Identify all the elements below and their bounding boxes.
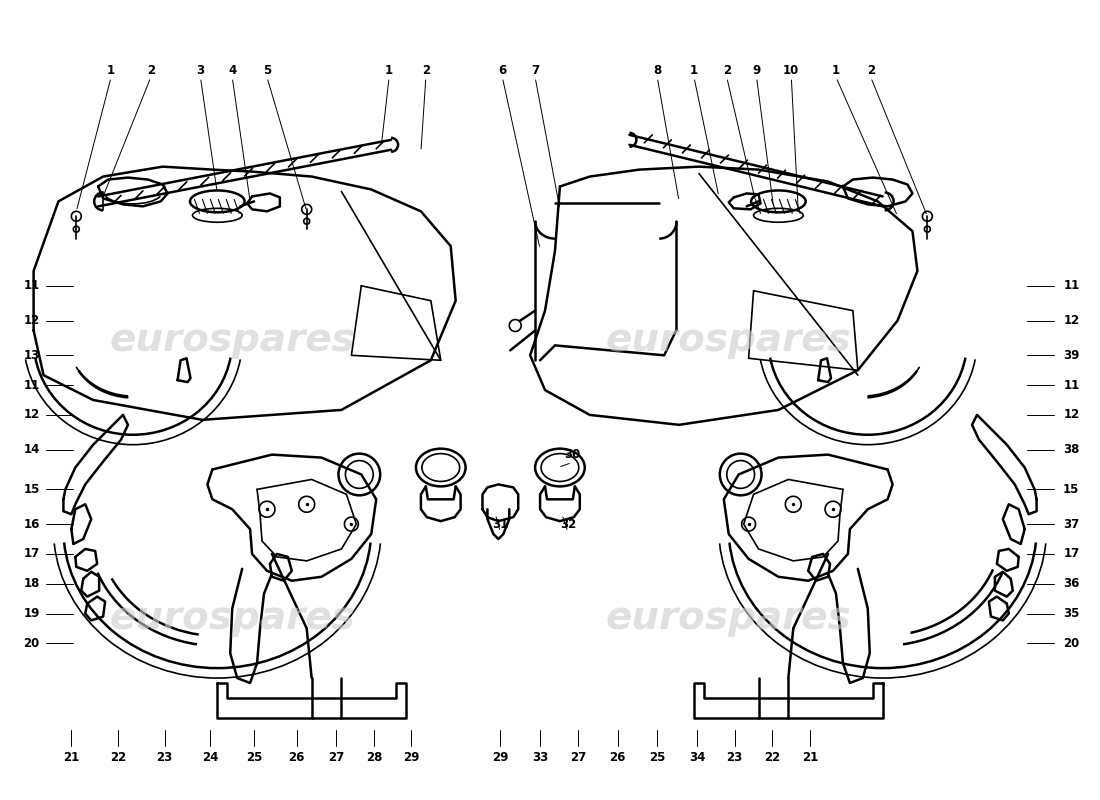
Text: 11: 11 <box>23 279 40 292</box>
Text: 11: 11 <box>1064 279 1079 292</box>
Text: 6: 6 <box>498 64 506 77</box>
Text: 2: 2 <box>421 64 430 77</box>
Text: eurospares: eurospares <box>606 322 851 359</box>
Text: 25: 25 <box>246 751 262 764</box>
Text: 15: 15 <box>1064 483 1079 496</box>
Text: 10: 10 <box>783 64 800 77</box>
Text: 11: 11 <box>23 378 40 392</box>
Text: 3: 3 <box>197 64 205 77</box>
Text: 29: 29 <box>403 751 419 764</box>
Text: 5: 5 <box>263 64 271 77</box>
Text: 15: 15 <box>23 483 40 496</box>
Text: 17: 17 <box>1064 547 1079 561</box>
Text: eurospares: eurospares <box>606 599 851 638</box>
Text: 31: 31 <box>492 518 508 530</box>
Text: 21: 21 <box>63 751 79 764</box>
Text: 25: 25 <box>649 751 666 764</box>
Text: 30: 30 <box>563 448 580 461</box>
Text: 26: 26 <box>609 751 626 764</box>
Text: 12: 12 <box>23 314 40 327</box>
Text: 38: 38 <box>1064 443 1079 456</box>
Text: 18: 18 <box>23 578 40 590</box>
Text: 8: 8 <box>653 64 661 77</box>
Text: 16: 16 <box>23 518 40 530</box>
Text: 12: 12 <box>1064 408 1079 422</box>
Text: 1: 1 <box>690 64 698 77</box>
Text: 1: 1 <box>107 64 116 77</box>
Text: 29: 29 <box>492 751 508 764</box>
Text: 2: 2 <box>146 64 155 77</box>
Text: 23: 23 <box>156 751 173 764</box>
Text: 39: 39 <box>1064 349 1079 362</box>
Text: 20: 20 <box>23 637 40 650</box>
Text: 11: 11 <box>1064 378 1079 392</box>
Text: 13: 13 <box>23 349 40 362</box>
Text: 27: 27 <box>570 751 586 764</box>
Text: 22: 22 <box>110 751 126 764</box>
Text: 22: 22 <box>764 751 781 764</box>
Text: 17: 17 <box>23 547 40 561</box>
Text: 12: 12 <box>1064 314 1079 327</box>
Text: 32: 32 <box>560 518 576 530</box>
Text: 2: 2 <box>723 64 730 77</box>
Text: 12: 12 <box>23 408 40 422</box>
Text: eurospares: eurospares <box>109 599 355 638</box>
Text: 7: 7 <box>531 64 539 77</box>
Text: 26: 26 <box>288 751 305 764</box>
Text: 4: 4 <box>228 64 236 77</box>
Text: 37: 37 <box>1064 518 1079 530</box>
Text: 28: 28 <box>366 751 383 764</box>
Text: 1: 1 <box>832 64 840 77</box>
Text: 14: 14 <box>23 443 40 456</box>
Text: 24: 24 <box>202 751 219 764</box>
Text: 36: 36 <box>1064 578 1079 590</box>
Text: 19: 19 <box>23 607 40 620</box>
Text: 20: 20 <box>1064 637 1079 650</box>
Text: 35: 35 <box>1064 607 1079 620</box>
Text: 9: 9 <box>752 64 761 77</box>
Text: 1: 1 <box>385 64 393 77</box>
Text: 34: 34 <box>689 751 705 764</box>
Text: 2: 2 <box>867 64 875 77</box>
Text: 23: 23 <box>727 751 742 764</box>
Text: eurospares: eurospares <box>109 322 355 359</box>
Text: 33: 33 <box>532 751 548 764</box>
Text: 27: 27 <box>329 751 344 764</box>
Text: 21: 21 <box>802 751 818 764</box>
